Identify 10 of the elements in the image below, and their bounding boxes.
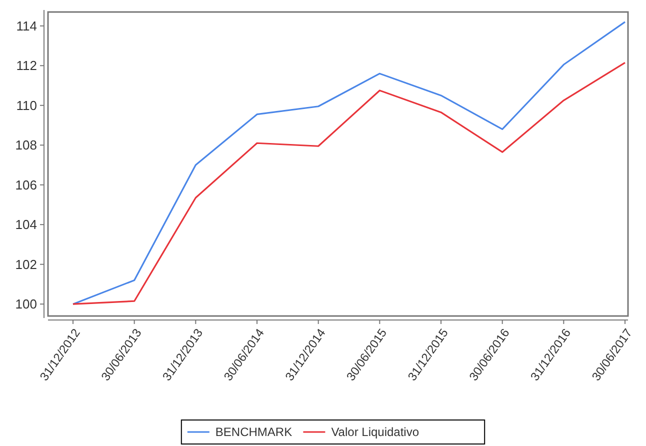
legend-label: BENCHMARK bbox=[215, 425, 292, 440]
y-tick-label: 110 bbox=[16, 98, 37, 113]
y-tick-label: 114 bbox=[16, 18, 37, 34]
y-tick-label: 104 bbox=[15, 217, 37, 232]
y-tick-label: 106 bbox=[15, 177, 37, 192]
y-tick-label: 108 bbox=[15, 138, 37, 153]
legend-label: Valor Liquidativo bbox=[331, 425, 420, 440]
y-tick-label: 100 bbox=[15, 296, 37, 312]
y-tick-label: 112 bbox=[16, 58, 37, 74]
y-tick-label: 102 bbox=[15, 256, 37, 272]
